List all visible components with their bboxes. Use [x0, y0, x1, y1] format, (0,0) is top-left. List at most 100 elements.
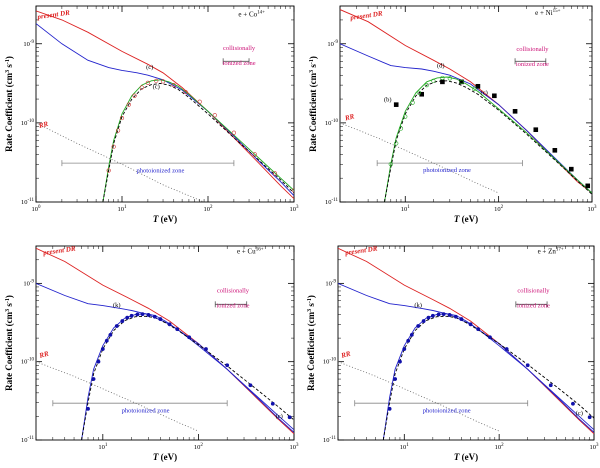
x-axis-title: T (eV) [153, 452, 177, 462]
series-line-rr [340, 122, 499, 194]
data-point [571, 401, 575, 406]
reference-label: (c) [481, 89, 488, 96]
photoionized-zone-label: photoionized zone [137, 168, 185, 175]
ion-charge: 17+ [556, 248, 564, 253]
data-point [533, 127, 539, 132]
data-point [160, 79, 166, 84]
data-point [96, 359, 101, 364]
data-point [204, 347, 208, 351]
x-tick-label: 102 [495, 443, 505, 451]
data-point [387, 406, 392, 411]
y-axis-title-text: Rate Coefficient (cm [4, 72, 14, 151]
data-point [424, 83, 429, 88]
reference-label: (c) [146, 64, 153, 71]
data-point [86, 406, 90, 411]
data-point [476, 327, 481, 332]
x-tick-label: 102 [194, 443, 204, 451]
data-point [585, 183, 591, 189]
ion-label: e + Ni15+ [535, 9, 561, 17]
series-line--c- [102, 82, 294, 202]
ion-label: e + Co14+ [238, 11, 265, 19]
data-point [402, 347, 407, 351]
data-point [154, 78, 159, 83]
reference-label: (c) [153, 84, 160, 91]
data-point [114, 324, 119, 328]
collisional-zone-label: collisionally [516, 46, 549, 53]
reference-label: (c) [576, 410, 583, 417]
data-point [167, 322, 172, 327]
data-point [272, 171, 278, 176]
x-tick-label: 103 [588, 205, 598, 213]
series-line-present-dr [340, 9, 592, 194]
collisional-zone-label: collisionally [517, 287, 550, 294]
data-point [431, 78, 436, 83]
data-point [394, 141, 399, 146]
data-point [175, 327, 180, 332]
y-tick-label: 10-9 [23, 279, 34, 287]
data-point [459, 79, 464, 84]
data-point [252, 152, 257, 157]
data-point [403, 114, 408, 119]
data-point [183, 89, 188, 95]
data-point [171, 83, 176, 88]
x-minor-ticks [61, 6, 291, 202]
data-point [139, 85, 144, 90]
plot-frame [35, 245, 295, 441]
series-line-present-dr [338, 247, 594, 435]
data-point [454, 314, 458, 319]
y-tick-label: 10-10 [21, 358, 35, 366]
ionized-zone-label: ionized zone [516, 61, 549, 68]
plot-frame [337, 245, 595, 441]
data-point [132, 93, 137, 98]
ion-base: e + Zn [538, 248, 557, 256]
y-tick-label: 10-9 [325, 279, 336, 287]
data-point [291, 188, 294, 193]
data-point [388, 162, 393, 167]
data-point [187, 335, 192, 340]
data-point [152, 314, 157, 319]
data-point [145, 80, 150, 86]
data-point [447, 313, 452, 317]
series-group [36, 10, 294, 202]
data-point [504, 347, 509, 351]
data-point [393, 377, 398, 381]
series-line-dr-green [102, 79, 294, 202]
data-point [146, 313, 151, 317]
collisional-zone-bar [515, 301, 548, 308]
data-point [106, 168, 111, 173]
x-tick-label: 102 [204, 205, 214, 213]
y-minor-ticks [340, 19, 592, 179]
rr-label: RR [343, 112, 355, 122]
data-point [129, 313, 134, 318]
photoionized-zone-bar [354, 400, 529, 407]
y-tick-label: 10-10 [21, 119, 35, 127]
rr-label: RR [339, 350, 351, 360]
series-line-present-dr [36, 247, 294, 435]
ion-charge: 15+ [553, 9, 561, 14]
y-tick-label: 10-11 [21, 198, 34, 206]
ion-label: e + Zn17+ [538, 248, 564, 256]
data-point [126, 102, 131, 107]
collisional-zone-bar [222, 58, 250, 65]
collisional-zone-bar [514, 58, 547, 65]
ion-label: e + Cu16+ [237, 248, 264, 256]
y-tick-label: 10-10 [323, 358, 337, 366]
data-point [416, 90, 422, 95]
y-minor-ticks [36, 19, 294, 179]
data-point [104, 338, 109, 343]
data-point [406, 338, 411, 343]
photoionized-zone-bar [52, 400, 228, 407]
ion-base: e + Cu [237, 248, 256, 256]
y-tick-label: 10-11 [325, 198, 338, 206]
x-tick-label: 101 [98, 443, 108, 451]
data-point [436, 312, 441, 317]
series-line-dr-blue [81, 313, 294, 440]
photoionized-zone-bar [61, 160, 235, 167]
x-axis-title: T (eV) [454, 214, 478, 224]
series-line-present-dr [36, 10, 294, 200]
data-point [100, 347, 105, 351]
rr-label: RR [37, 350, 49, 360]
data-point [440, 79, 445, 85]
reference-label: (b) [384, 97, 392, 104]
